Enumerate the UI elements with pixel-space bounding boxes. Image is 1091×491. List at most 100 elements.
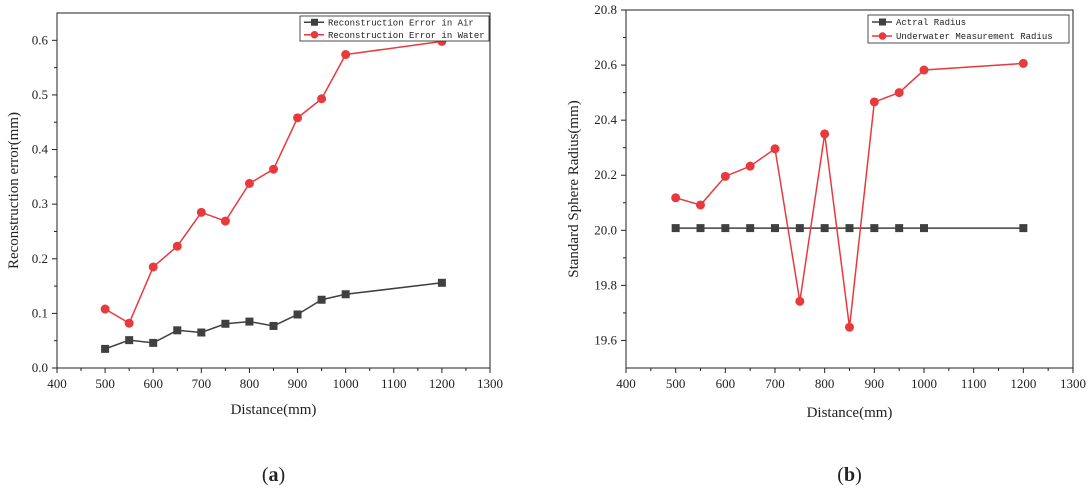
chart-b-legend-red-label: Underwater Measurement Radius (896, 32, 1053, 42)
chart-a-series-dark-point (125, 336, 134, 345)
chart-a-series-dark-point (101, 344, 110, 353)
chart-a-series-red-point (244, 178, 254, 188)
chart-b-series-red-point (869, 97, 879, 107)
chart-a-series-red-line (104, 40, 442, 325)
chart-b-series-red-point (894, 88, 904, 98)
chart-a-yaxis-label: Reconstruction error(mm) (6, 112, 22, 269)
chart-b-series-dark-point (820, 224, 829, 233)
chart-a-series-dark-point (317, 295, 326, 304)
chart-a-series-red-point (148, 262, 158, 272)
chart-b-ytick-label: 19.8 (594, 277, 617, 292)
chart-a-legend-red-marker (310, 30, 319, 39)
chart-a-series-dark-point (293, 310, 302, 319)
chart-b-series-dark-point (746, 224, 755, 233)
chart-b-yaxis-label: Standard Sphere Radius(mm) (566, 100, 582, 277)
chart-a-xtick-label: 500 (95, 376, 115, 391)
chart-b-xtick-label: 900 (865, 376, 885, 391)
chart-b: 400 500 600 700 800 900 1000 1100 1200 1300 19.6 19… (566, 2, 1086, 486)
chart-a-ytick-label: 0.0 (32, 360, 48, 375)
chart-a-xtick-label: 1200 (429, 376, 455, 391)
chart-a-xtick-label: 900 (288, 376, 308, 391)
chart-a: 400 500 600 700 800 900 1000 1100 1200 1300 0.0 0.1… (6, 12, 503, 486)
chart-b-xtick-label: 800 (815, 376, 835, 391)
chart-a-series-red-point (317, 94, 327, 104)
chart-b-ytick-label: 20.2 (594, 167, 617, 182)
chart-b-series-dark-point (870, 224, 879, 233)
chart-b-series-dark-point (1019, 224, 1028, 233)
chart-a-series-dark-point (149, 338, 158, 347)
chart-b-series-dark-point (671, 224, 680, 233)
chart-a-plot-frame (56, 12, 491, 369)
chart-a-ytick-label: 0.5 (32, 87, 48, 102)
chart-b-xaxis-label: Distance(mm) (807, 405, 893, 421)
chart-a-xtick-label: 400 (47, 376, 67, 391)
chart-a-legend-dark-label: Reconstruction Error in Air (328, 18, 474, 28)
chart-a-series-dark-point (269, 321, 278, 330)
chart-a-ytick-label: 0.2 (32, 251, 48, 266)
chart-a-series-red-point (269, 164, 278, 174)
chart-a-series-red-point (172, 241, 182, 251)
chart-a-panel-label: (a) (262, 464, 285, 486)
chart-b-series-dark-point (696, 224, 705, 233)
chart-a-ytick-label: 0.3 (32, 196, 48, 211)
chart-a-xtick-label: 1300 (477, 376, 503, 391)
chart-a-series-dark-line (104, 282, 442, 350)
chart-a-series-dark-point (173, 326, 182, 335)
chart-b-ytick-label: 20.8 (594, 2, 617, 17)
chart-b-xtick-label: 1300 (1060, 376, 1086, 391)
chart-a-series-red-point (220, 216, 230, 226)
chart-a-series-red-point (341, 50, 351, 60)
chart-a-series-red-point (196, 207, 206, 217)
chart-b-series-red-point (720, 171, 730, 181)
chart-b-series-red-point (795, 296, 805, 306)
chart-b-series-dark-point (795, 224, 804, 233)
chart-b-series-dark-point (845, 224, 854, 233)
chart-b-ytick-label: 20.6 (594, 57, 617, 72)
chart-a-legend-dark-marker (311, 18, 318, 26)
chart-a-series-red-point (100, 304, 110, 314)
chart-b-plot-frame (625, 9, 1074, 369)
chart-a-series-dark-point (437, 278, 446, 287)
chart-b-ytick-label: 19.6 (594, 332, 617, 347)
chart-b-legend-box (867, 14, 1070, 44)
chart-b-series-red-point (1018, 58, 1028, 68)
chart-b-xtick-label: 400 (616, 376, 636, 391)
chart-a-xaxis-label: Distance(mm) (231, 402, 317, 418)
chart-a-ytick-label: 0.1 (32, 305, 48, 320)
chart-a-series-dark-point (341, 290, 350, 299)
chart-b-xtick-label: 1000 (911, 376, 937, 391)
chart-b-legend-dark-label: Actral Radius (896, 18, 966, 28)
chart-b-series-red-point (745, 161, 755, 171)
chart-b-legend-red-marker (878, 32, 887, 40)
chart-b-xtick-label: 600 (716, 376, 736, 391)
chart-b-series-red-point (820, 129, 830, 139)
chart-a-ytick-label: 0.4 (32, 142, 49, 157)
chart-b-series-red-point (696, 200, 705, 210)
chart-a-series-red-point (293, 113, 303, 123)
chart-a-xtick-label: 1100 (381, 376, 407, 391)
chart-b-series-red-point (770, 144, 780, 154)
chart-b-series-dark-point (920, 224, 928, 233)
chart-a-legend-red-label: Reconstruction Error in Water (328, 31, 485, 41)
chart-a-ytick-label: 0.6 (32, 32, 49, 47)
chart-b-series-dark-point (721, 224, 730, 233)
chart-b-series-red-line (675, 62, 1024, 328)
chart-a-series-red-point (124, 318, 134, 328)
chart-b-series-red-point (671, 193, 681, 203)
chart-b-series-dark-point (771, 224, 779, 233)
chart-b-series-red-point (919, 65, 929, 75)
chart-b-xtick-label: 1100 (961, 376, 987, 391)
chart-b-ytick-label: 20.0 (594, 222, 617, 237)
chart-b-xtick-label: 500 (666, 376, 686, 391)
chart-a-series-dark-point (245, 317, 254, 326)
chart-b-series-red-point (845, 322, 854, 332)
chart-a-xtick-label: 1000 (333, 376, 359, 391)
chart-a-xtick-label: 800 (240, 376, 260, 391)
chart-a-series-dark-point (221, 319, 230, 328)
chart-b-panel-label: (b) (837, 464, 861, 486)
chart-a-series-dark-point (197, 328, 206, 337)
chart-a-legend-box (299, 15, 490, 42)
chart-b-series-dark-point (895, 224, 904, 233)
chart-a-xtick-label: 600 (143, 376, 163, 391)
